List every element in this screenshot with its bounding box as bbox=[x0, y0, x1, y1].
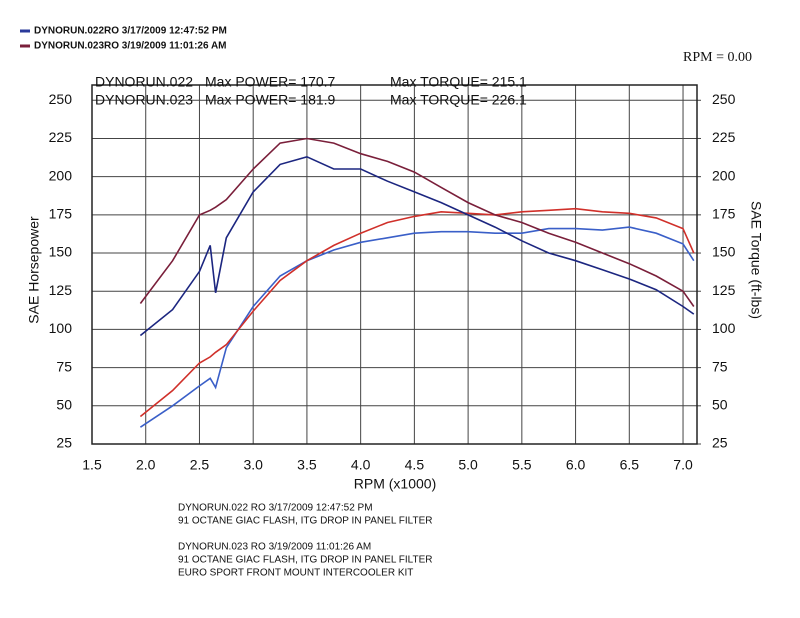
x-axis-title: RPM (x1000) bbox=[354, 476, 436, 492]
y2-tick-label: 100 bbox=[712, 320, 736, 336]
x-tick-label: 4.0 bbox=[351, 457, 371, 473]
x-tick-label: 2.0 bbox=[136, 457, 156, 473]
x-tick-label: 3.5 bbox=[297, 457, 317, 473]
series-line bbox=[139, 207, 695, 418]
note: DYNORUN.023 RO 3/19/2009 11:01:26 AM bbox=[178, 542, 371, 553]
y-tick-label: 250 bbox=[49, 91, 73, 107]
series-line bbox=[139, 137, 695, 307]
y2-axis-title: SAE Torque (ft-lbs) bbox=[748, 201, 764, 319]
note: 91 OCTANE GIAC FLASH, ITG DROP IN PANEL … bbox=[178, 516, 433, 527]
x-tick-label: 4.5 bbox=[405, 457, 425, 473]
y-tick-label: 75 bbox=[56, 358, 72, 374]
y-tick-label: 100 bbox=[49, 320, 73, 336]
x-tick-label: 6.5 bbox=[620, 457, 640, 473]
x-tick-label: 5.0 bbox=[458, 457, 478, 473]
legend-label: DYNORUN.023RO 3/19/2009 11:01:26 AM bbox=[34, 41, 227, 52]
x-tick-label: 6.0 bbox=[566, 457, 586, 473]
y-tick-label: 200 bbox=[49, 167, 73, 183]
y2-tick-label: 250 bbox=[712, 91, 736, 107]
note: EURO SPORT FRONT MOUNT INTERCOOLER KIT bbox=[178, 568, 413, 579]
x-tick-label: 3.0 bbox=[243, 457, 263, 473]
annotation: DYNORUN.022 bbox=[95, 74, 193, 90]
y-tick-label: 125 bbox=[49, 282, 73, 298]
y2-tick-label: 175 bbox=[712, 206, 736, 222]
annotation: DYNORUN.023 bbox=[95, 92, 193, 108]
y-tick-label: 25 bbox=[56, 435, 72, 451]
y-tick-label: 50 bbox=[56, 397, 72, 413]
annotation: Max TORQUE= 215.1 bbox=[390, 74, 527, 90]
annotation: Max POWER= 170.7 bbox=[205, 74, 336, 90]
status: RPM = 0.00 bbox=[683, 50, 752, 65]
y2-tick-label: 225 bbox=[712, 129, 736, 145]
x-tick-label: 7.0 bbox=[673, 457, 693, 473]
y-tick-label: 150 bbox=[49, 244, 73, 260]
y2-tick-label: 125 bbox=[712, 282, 736, 298]
plot-frame bbox=[91, 84, 698, 445]
note: 91 OCTANE GIAC FLASH, ITG DROP IN PANEL … bbox=[178, 555, 433, 566]
x-tick-label: 5.5 bbox=[512, 457, 532, 473]
y-tick-label: 225 bbox=[49, 129, 73, 145]
series-line bbox=[139, 226, 695, 428]
y2-tick-label: 150 bbox=[712, 244, 736, 260]
note: DYNORUN.022 RO 3/17/2009 12:47:52 PM bbox=[178, 503, 373, 514]
y2-tick-label: 200 bbox=[712, 167, 736, 183]
x-tick-label: 1.5 bbox=[82, 457, 102, 473]
annotation: Max TORQUE= 226.1 bbox=[390, 92, 527, 108]
y2-tick-label: 75 bbox=[712, 358, 728, 374]
y-axis-title: SAE Horsepower bbox=[26, 216, 42, 324]
y2-tick-label: 25 bbox=[712, 435, 728, 451]
x-tick-label: 2.5 bbox=[190, 457, 210, 473]
y-tick-label: 175 bbox=[49, 206, 73, 222]
series-line bbox=[139, 155, 695, 337]
y2-tick-label: 50 bbox=[712, 397, 728, 413]
annotation: Max POWER= 181.9 bbox=[205, 92, 336, 108]
legend-label: DYNORUN.022RO 3/17/2009 12:47:52 PM bbox=[34, 26, 227, 37]
